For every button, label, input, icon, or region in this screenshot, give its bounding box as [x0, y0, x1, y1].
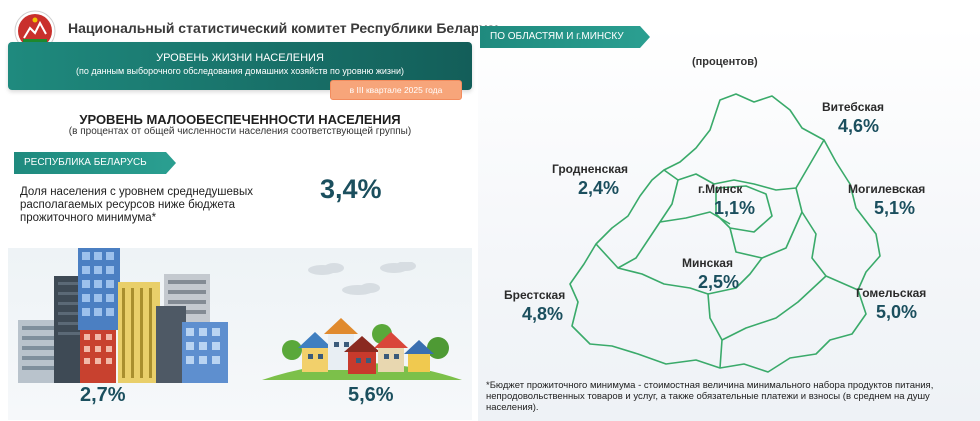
tab-regions: ПО ОБЛАСТЯМ И г.МИНСКУ [480, 26, 640, 48]
belarus-map [540, 88, 900, 388]
tab-republic-arrow-icon [166, 152, 176, 174]
region-name-gomel: Гомельская [856, 286, 927, 300]
region-name-brest: Брестская [504, 288, 566, 302]
org-title: Национальный статистический комитет Респ… [68, 20, 504, 36]
tab-regions-arrow-icon [640, 26, 650, 48]
city-buildings-illustration [18, 248, 238, 383]
region-value-grodno: 2,4% [578, 178, 620, 198]
share-label: Доля населения с уровнем среднедушевых р… [20, 186, 254, 224]
region-name-minsk-city: г.Минск [698, 182, 743, 196]
region-name-vitebsk: Витебская [822, 100, 885, 114]
rural-value: 5,6% [348, 384, 394, 406]
region-name-mogilev: Могилевская [848, 182, 926, 196]
section-subtitle: (в процентах от общей численности населе… [68, 126, 412, 137]
urban-value: 2,7% [80, 384, 126, 406]
region-value-minsk-city: 1,1% [714, 198, 756, 218]
section-title: УРОВЕНЬ МАЛООБЕСПЕЧЕННОСТИ НАСЕЛЕНИЯ [79, 112, 401, 127]
banner-subtitle: (по данным выборочного обследования дома… [75, 66, 404, 76]
region-value-mogilev: 5,1% [874, 198, 916, 218]
footnote: *Бюджет прожиточного минимума - стоимост… [486, 380, 934, 413]
tab-republic: РЕСПУБЛИКА БЕЛАРУСЬ [14, 152, 166, 174]
banner-title: УРОВЕНЬ ЖИЗНИ НАСЕЛЕНИЯ [156, 52, 324, 64]
quarter-badge: в III квартале 2025 года [330, 80, 462, 100]
unit-label: (процентов) [692, 56, 758, 68]
region-value-minsk-region: 2,5% [698, 272, 740, 292]
region-value-vitebsk: 4,6% [838, 116, 880, 136]
region-name-grodno: Гродненская [552, 162, 628, 176]
village-houses-illustration [262, 261, 462, 382]
region-value-brest: 4,8% [522, 304, 564, 324]
belstat-logo [14, 10, 56, 52]
share-value: 3,4% [320, 174, 382, 204]
region-value-gomel: 5,0% [876, 302, 918, 322]
region-name-minsk-region: Минская [682, 256, 733, 270]
